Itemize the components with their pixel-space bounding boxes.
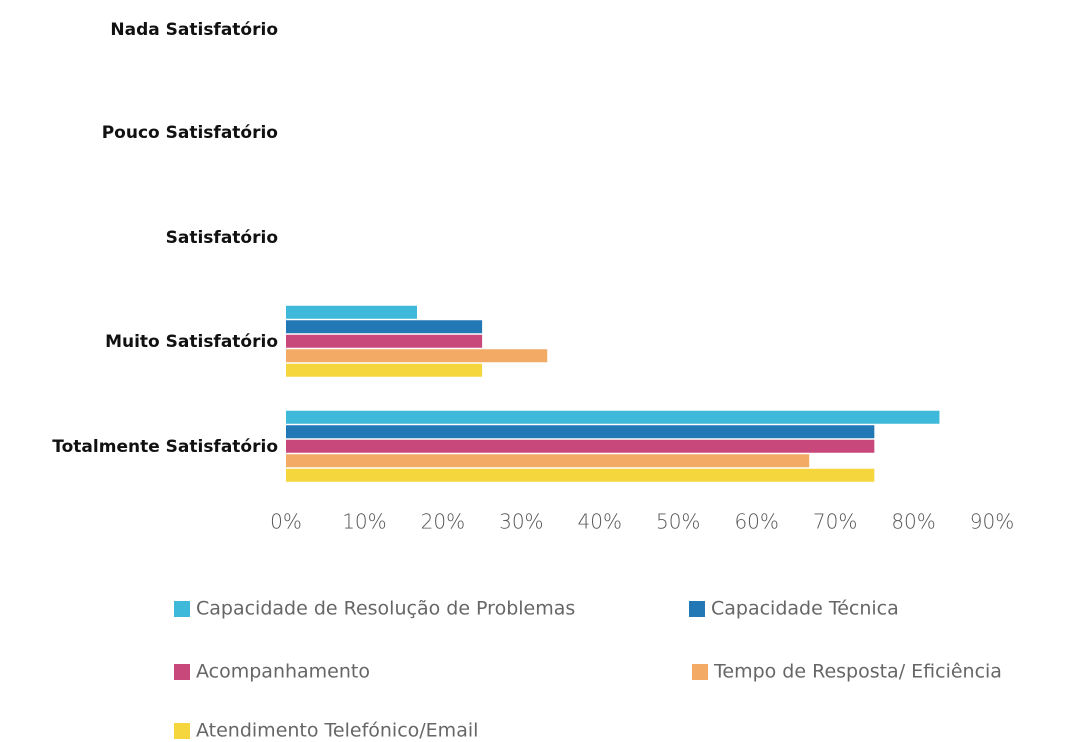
bar [286, 468, 875, 482]
bar [286, 363, 483, 377]
y-tick-label: Totalmente Satisfatório [52, 437, 278, 457]
x-tick-label: 80% [891, 510, 935, 534]
x-tick-label: 50% [656, 510, 700, 534]
bar [286, 439, 875, 453]
legend-swatch [174, 601, 190, 617]
x-tick-label: 90% [970, 510, 1014, 534]
y-tick-label: Pouco Satisfatório [102, 123, 278, 143]
bar [286, 305, 418, 319]
y-tick-label: Nada Satisfatório [110, 20, 278, 40]
bar [286, 454, 810, 468]
legend-label: Atendimento Telefónico/Email [196, 720, 478, 742]
legend-label: Acompanhamento [196, 661, 370, 683]
bar [286, 410, 940, 424]
x-tick-label: 70% [813, 510, 857, 534]
y-tick-label: Muito Satisfatório [105, 332, 278, 352]
x-tick-label: 0% [270, 510, 302, 534]
x-tick-label: 10% [342, 510, 386, 534]
legend-swatch [174, 723, 190, 739]
legend-swatch [174, 664, 190, 680]
x-tick-label: 20% [421, 510, 465, 534]
legend-label: Capacidade de Resolução de Problemas [196, 598, 575, 620]
x-tick-label: 60% [734, 510, 778, 534]
legend-swatch [689, 601, 705, 617]
x-tick-label: 30% [499, 510, 543, 534]
x-tick-label: 40% [578, 510, 622, 534]
legend-swatch [692, 664, 708, 680]
legend-label: Capacidade Técnica [711, 598, 899, 620]
bar [286, 320, 483, 334]
bar [286, 349, 548, 363]
bar [286, 425, 875, 439]
bar [286, 334, 483, 348]
y-tick-label: Satisfatório [166, 228, 278, 248]
legend-label: Tempo de Resposta/ Eficiência [713, 661, 1002, 683]
